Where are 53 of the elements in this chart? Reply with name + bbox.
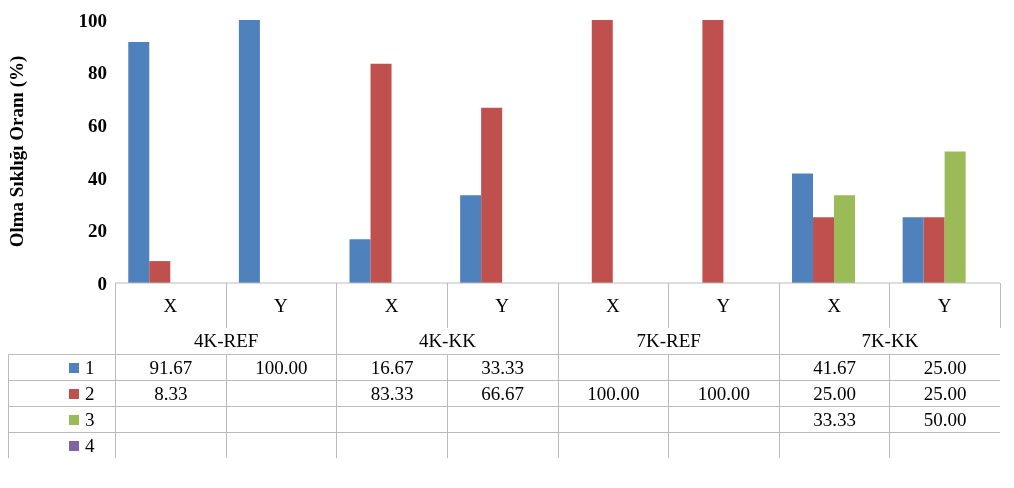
y-axis-title: Olma Sıklığı Oranı (%) [5, 55, 28, 248]
x-tick-label: Y [937, 295, 952, 317]
data-label: 25.00 [778, 380, 890, 406]
text: 4K-KK [336, 328, 558, 354]
legend-label: 4 [8, 432, 115, 458]
x-tick-label: X [827, 295, 842, 317]
y-tick-label: 20 [88, 220, 107, 242]
bar [834, 195, 856, 283]
x-tick-label: X [384, 295, 399, 317]
data-label: 66.67 [446, 380, 558, 406]
y-tick-label: 80 [88, 62, 107, 84]
y-tick-label: 60 [88, 114, 107, 136]
bar [128, 41, 150, 283]
x-tick-label: Y [716, 295, 731, 317]
data-label: 33.33 [778, 406, 890, 432]
data-label: 41.67 [778, 354, 890, 380]
data-label: 25.00 [889, 354, 1000, 380]
bar [902, 217, 924, 283]
data-label: 83.33 [336, 380, 447, 406]
bar [813, 217, 835, 283]
data-label: 16.67 [336, 354, 447, 380]
bar [702, 20, 724, 283]
x-tick-label: X [163, 295, 178, 317]
text: 7K-REF [557, 328, 779, 354]
bar [349, 239, 371, 283]
bar [944, 151, 966, 283]
data-label: 100.00 [557, 380, 669, 406]
data-label: 100.00 [225, 354, 337, 380]
y-tick-label: 0 [97, 272, 107, 294]
legend-label: 2 [8, 380, 115, 406]
data-label: 91.67 [115, 354, 226, 380]
bar [591, 20, 613, 283]
data-label: 33.33 [446, 354, 558, 380]
bar [923, 217, 945, 283]
legend-label: 1 [8, 354, 115, 380]
x-tick-label: Y [495, 295, 510, 317]
data-label: 100.00 [668, 380, 779, 406]
y-tick-label: 40 [88, 167, 107, 189]
data-label: 25.00 [889, 380, 1000, 406]
data-label: 8.33 [115, 380, 226, 406]
x-tick-label: Y [274, 295, 289, 317]
text: 4K-REF [115, 328, 337, 354]
bar [238, 20, 260, 283]
bar [149, 261, 171, 283]
bar [792, 173, 814, 283]
text: 7K-KK [778, 328, 1000, 354]
bar [481, 107, 503, 283]
data-label: 50.00 [889, 406, 1000, 432]
bar [460, 195, 482, 283]
legend-label: 3 [8, 406, 115, 432]
y-tick-label: 100 [78, 9, 107, 31]
bar [370, 63, 392, 283]
x-tick-label: X [605, 295, 620, 317]
